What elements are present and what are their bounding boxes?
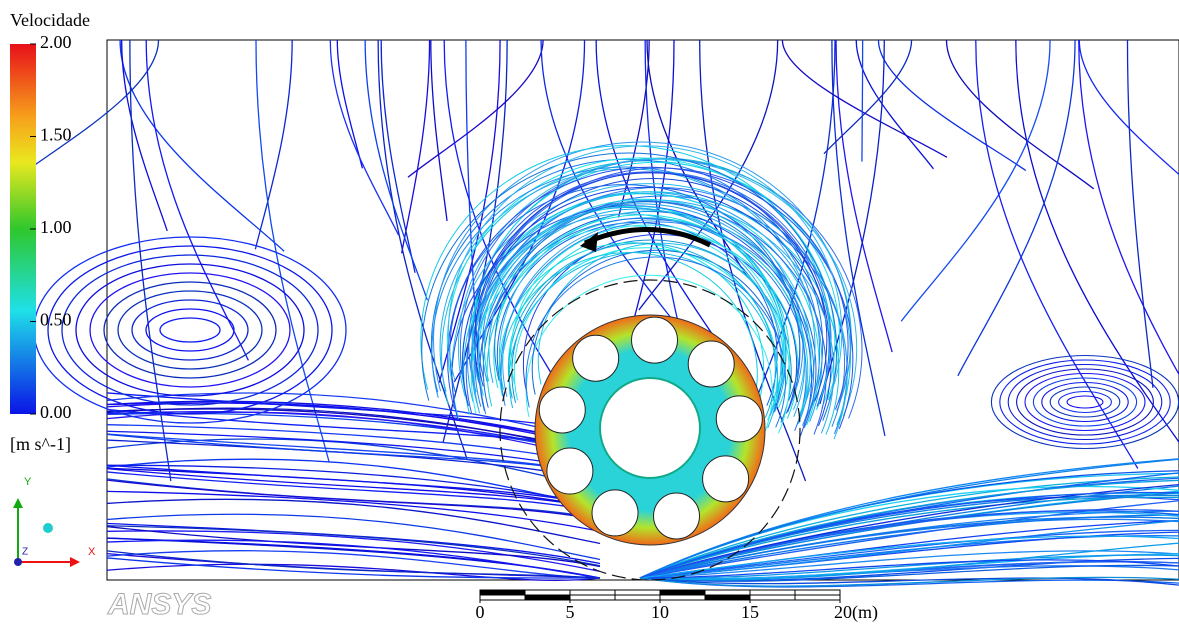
colorbar-tick-label: 2.00 xyxy=(40,32,72,52)
scalebar-segment xyxy=(660,590,705,595)
scalebar-segment xyxy=(660,595,705,600)
colorbar-tick-label: 0.00 xyxy=(40,402,72,422)
scalebar-label: 5 xyxy=(566,602,575,622)
scalebar-segment xyxy=(570,590,615,595)
cylinder xyxy=(688,341,734,387)
scalebar-segment xyxy=(615,590,660,595)
scalebar-label: 10 xyxy=(651,602,669,622)
scalebar-segment xyxy=(570,595,615,600)
scalebar-segment xyxy=(705,595,750,600)
scalebar-label: 15 xyxy=(741,602,759,622)
scalebar-segment xyxy=(480,595,525,600)
cylinder xyxy=(703,456,749,502)
scalebar-label: 20(m) xyxy=(834,602,878,623)
colorbar-tick-label: 1.50 xyxy=(40,125,72,145)
scalebar-segment xyxy=(480,590,525,595)
scalebar-segment xyxy=(525,590,570,595)
scalebar-segment xyxy=(525,595,570,600)
cylinder xyxy=(539,387,585,433)
scalebar-segment xyxy=(750,595,795,600)
axis-label-z: Z xyxy=(22,547,28,558)
cylinder xyxy=(547,448,593,494)
scalebar-label: 0 xyxy=(476,602,485,622)
scalebar-segment xyxy=(705,590,750,595)
scalebar-segment xyxy=(795,595,840,600)
logo: ANSYS xyxy=(107,588,211,621)
axis-label-y: Y xyxy=(24,476,32,488)
cylinder xyxy=(631,317,677,363)
cylinder xyxy=(592,490,638,536)
streamline xyxy=(862,40,863,161)
cylinder xyxy=(716,396,762,442)
axis-label-x: X xyxy=(88,546,96,558)
viewport: Velocidade [m s^-1] Y X Z ANSYS 0 5 10 15 20… xyxy=(0,0,1179,626)
legend-title: Velocidade xyxy=(10,10,90,30)
colorbar-tick-label: 0.50 xyxy=(40,310,72,330)
scalebar: 0 5 10 15 20(m) xyxy=(476,590,879,623)
colorbar-ticks: 2.00 1.50 1.00 0.50 0.00 xyxy=(30,32,72,422)
scalebar-segment xyxy=(795,590,840,595)
scalebar-segment xyxy=(615,595,660,600)
colorbar-tick-label: 1.00 xyxy=(40,217,72,237)
scalebar-segment xyxy=(750,590,795,595)
legend-unit: [m s^-1] xyxy=(10,434,71,454)
cylinder xyxy=(573,335,619,381)
cylinder xyxy=(654,493,700,539)
